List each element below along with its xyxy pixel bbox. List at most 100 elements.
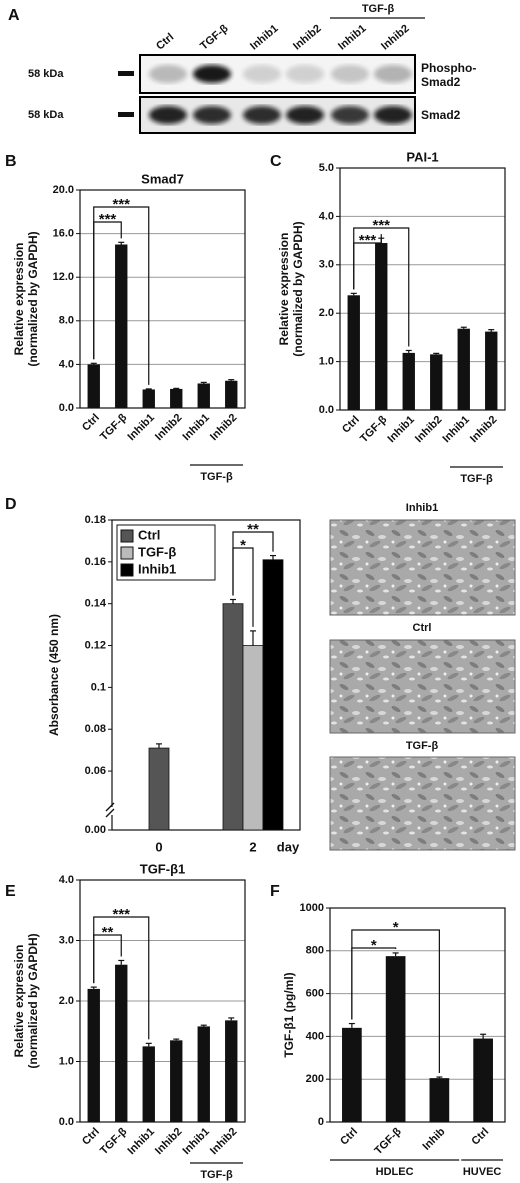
bar xyxy=(115,964,128,1122)
band xyxy=(193,65,231,83)
y-tick-label: 2.0 xyxy=(319,307,334,319)
micrograph xyxy=(329,756,516,851)
bar xyxy=(402,352,415,410)
lane-label: Inhib1 xyxy=(248,23,281,53)
lane-label: Inhib2 xyxy=(379,23,412,53)
lane-label: TGF-β xyxy=(198,22,231,52)
band xyxy=(243,65,281,83)
bar xyxy=(87,988,100,1122)
y-tick-label: 0.14 xyxy=(85,598,107,610)
bar xyxy=(225,1020,238,1122)
x-axis-label: day xyxy=(277,839,300,854)
y-axis-label: (normalized by GAPDH) xyxy=(26,933,40,1068)
y-axis-label: Relative expression xyxy=(12,945,26,1058)
bar xyxy=(142,389,155,408)
bar xyxy=(473,1038,493,1122)
bar xyxy=(485,331,498,410)
group-label: TGF-β xyxy=(460,473,493,485)
significance-label: ** xyxy=(247,521,259,538)
y-tick-label: 0.08 xyxy=(85,723,106,735)
chart-title: TGF-β1 xyxy=(140,861,186,876)
x-tick-label: TGF-β xyxy=(372,1125,404,1157)
bar xyxy=(242,645,264,831)
significance-label: *** xyxy=(112,906,130,923)
bar xyxy=(347,295,360,410)
bar xyxy=(142,1046,155,1122)
y-tick-label: 600 xyxy=(306,988,324,1000)
plot-frame xyxy=(79,879,246,1123)
band xyxy=(331,106,369,124)
panel-letter: F xyxy=(270,883,280,900)
y-tick-label: 0.0 xyxy=(59,1116,74,1128)
bar xyxy=(197,1026,210,1122)
plot-frame xyxy=(111,519,301,831)
significance-bracket xyxy=(351,929,440,1074)
x-tick-label: TGF-β xyxy=(358,413,390,445)
legend-label: Ctrl xyxy=(138,527,160,542)
bar xyxy=(430,354,443,410)
x-tick-label: Ctrl xyxy=(469,1126,491,1148)
x-tick-label: TGF-β xyxy=(98,411,130,443)
y-tick-label: 4.0 xyxy=(59,874,74,886)
significance-label: *** xyxy=(372,217,390,234)
y-tick-label: 4.0 xyxy=(59,358,74,370)
micrograph xyxy=(329,519,516,616)
x-tick-label: Inhib1 xyxy=(126,1126,157,1157)
band xyxy=(149,106,187,124)
significance-label: *** xyxy=(359,232,377,249)
lane-label: Ctrl xyxy=(154,31,176,52)
micrograph-label: TGF-β xyxy=(406,740,439,752)
band xyxy=(374,65,412,83)
chart-title: Smad7 xyxy=(141,171,184,186)
panel-letter: B xyxy=(5,153,17,170)
significance-label: *** xyxy=(99,211,117,228)
y-tick-label: 0.0 xyxy=(319,404,334,416)
y-tick-label: 3.0 xyxy=(59,934,74,946)
chart-title: PAI-1 xyxy=(406,149,438,164)
bar xyxy=(457,328,470,410)
band xyxy=(374,106,412,124)
plot-frame xyxy=(329,907,506,1123)
y-tick-label: 4.0 xyxy=(319,210,334,222)
significance-label: *** xyxy=(112,196,130,213)
significance-bracket xyxy=(93,206,150,385)
y-tick-label: 1000 xyxy=(300,902,324,914)
bar xyxy=(262,559,284,831)
micrograph-label: Inhib1 xyxy=(406,502,438,514)
x-tick-label: Inhib2 xyxy=(153,1126,184,1157)
y-axis-label: Relative expression xyxy=(12,243,26,356)
band xyxy=(286,65,324,83)
band xyxy=(149,65,187,83)
y-tick-label: 1.0 xyxy=(319,356,334,368)
lane-label: Inhib2 xyxy=(291,23,324,53)
y-tick-label: 16.0 xyxy=(53,228,74,240)
bar xyxy=(375,243,388,410)
bar xyxy=(385,956,406,1122)
legend-swatch xyxy=(120,529,134,543)
y-tick-label: 0.16 xyxy=(85,556,106,568)
significance-label: * xyxy=(393,919,399,936)
y-tick-label: 0.12 xyxy=(85,639,106,651)
x-tick-label: Inhib1 xyxy=(386,414,417,445)
bar xyxy=(115,244,128,408)
bar xyxy=(225,380,238,408)
x-tick-label: Inhib2 xyxy=(208,412,239,443)
micrograph-label: Ctrl xyxy=(413,622,432,634)
marker-size: 58 kDa xyxy=(28,109,64,121)
bar xyxy=(197,383,210,408)
x-tick-label: Inhib1 xyxy=(181,412,212,443)
legend-label: Inhib1 xyxy=(138,561,176,576)
marker-dash xyxy=(118,112,134,117)
significance-bracket xyxy=(232,531,274,596)
lane-label: Inhib1 xyxy=(336,23,369,53)
significance-label: * xyxy=(240,537,246,554)
marker-size: 58 kDa xyxy=(28,68,64,80)
y-tick-label: 0 xyxy=(318,1116,324,1128)
x-tick-label: Inhib xyxy=(420,1126,447,1153)
plot-frame xyxy=(339,167,506,411)
x-tick-label: Inhib1 xyxy=(441,414,472,445)
y-tick-label: 0.18 xyxy=(85,514,106,526)
y-tick-label: 0.06 xyxy=(85,765,106,777)
x-tick-label: Ctrl xyxy=(80,412,102,434)
